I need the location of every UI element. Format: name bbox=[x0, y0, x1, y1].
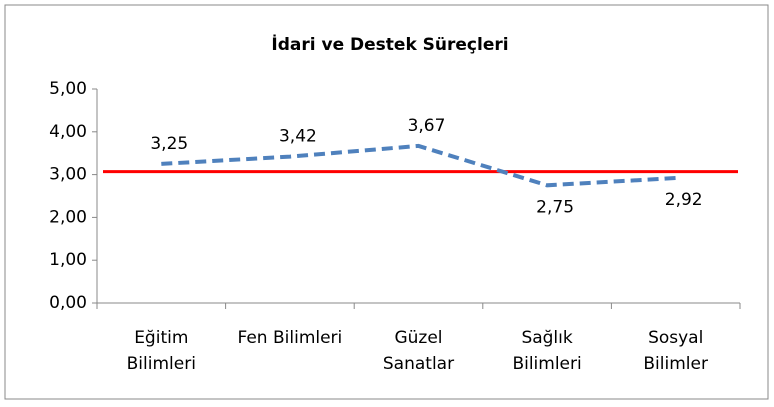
y-tick-label: 1,00 bbox=[49, 250, 87, 270]
data-label: 3,42 bbox=[279, 127, 317, 147]
y-tick-label: 5,00 bbox=[49, 79, 87, 99]
x-tick-label: Sağlık Bilimleri bbox=[512, 328, 582, 374]
data-label: 3,25 bbox=[150, 134, 188, 154]
chart-title: İdari ve Destek Süreçleri bbox=[271, 33, 508, 55]
data-label: 2,92 bbox=[665, 190, 703, 210]
x-tick-label: Fen Bilimleri bbox=[237, 328, 343, 348]
x-tick-label: Sosyal Bilimler bbox=[643, 328, 708, 374]
data-label: 2,75 bbox=[536, 197, 574, 217]
y-tick-label: 4,00 bbox=[49, 122, 87, 142]
chart-frame bbox=[4, 4, 769, 400]
x-tick-label: Güzel Sanatlar bbox=[382, 328, 455, 374]
data-line bbox=[161, 143, 676, 188]
data-label: 3,67 bbox=[408, 116, 446, 136]
x-tick-label: Eğitim Bilimleri bbox=[126, 328, 196, 374]
y-tick-label: 3,00 bbox=[49, 165, 87, 185]
y-tick-label: 2,00 bbox=[49, 207, 87, 227]
y-tick-label: 0,00 bbox=[49, 293, 87, 313]
